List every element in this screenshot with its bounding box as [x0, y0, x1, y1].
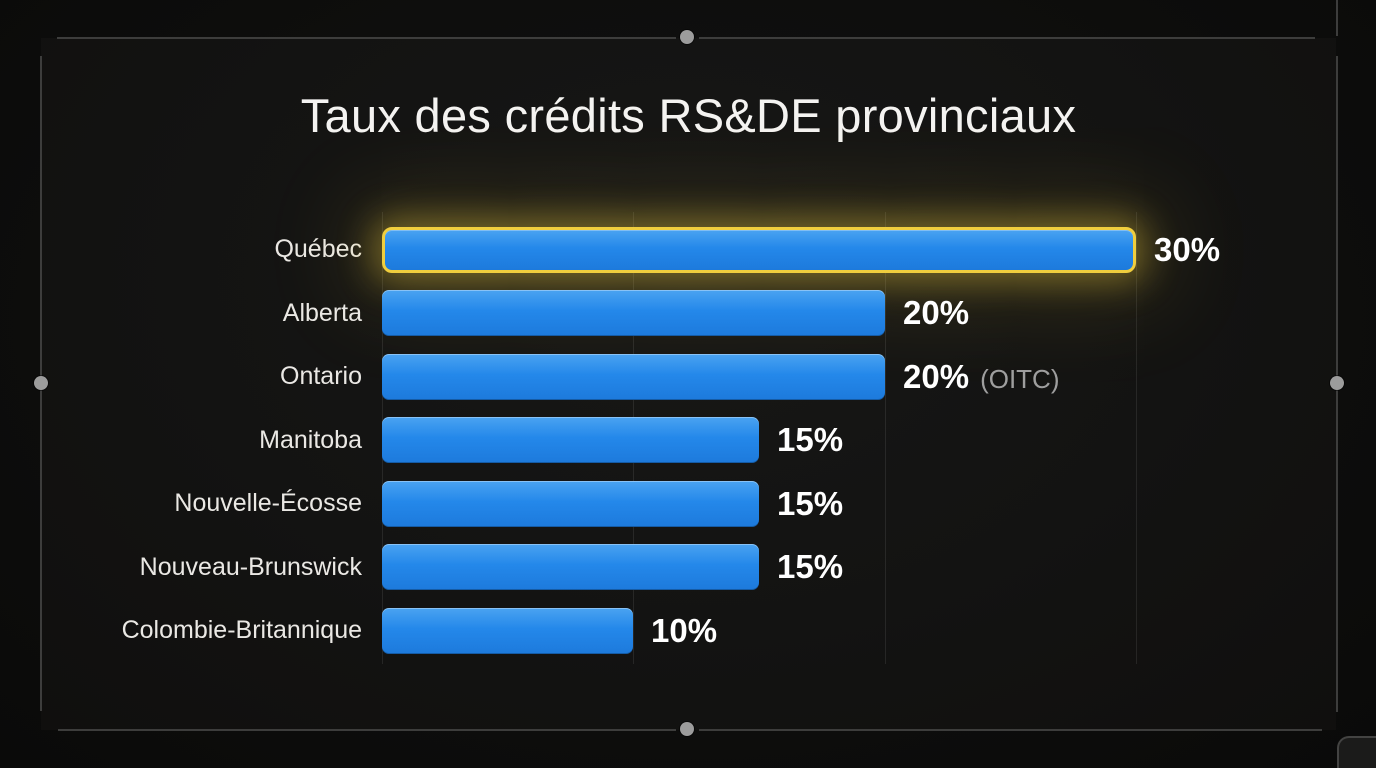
selection-border-top-right	[699, 37, 1315, 39]
bar-row: Ontario 20% (OITC)	[41, 345, 1336, 409]
bar-row: Nouvelle-Écosse 15%	[41, 472, 1336, 536]
selection-handle-left-icon[interactable]	[34, 376, 48, 390]
bar	[382, 607, 633, 654]
bar-value-group: 10%	[651, 612, 717, 650]
bar-value: 15%	[777, 484, 844, 522]
bar-row: Québec 30%	[41, 218, 1336, 282]
selection-handle-bottom-icon[interactable]	[680, 722, 694, 736]
bar	[382, 480, 759, 527]
bar-chart: Québec 30% Alberta 20% Ontario 20% (OITC…	[41, 212, 1336, 664]
gridline	[1135, 212, 1137, 664]
bar-track: 20% (OITC)	[382, 345, 1059, 409]
bar-value: 15%	[777, 548, 844, 586]
bar-track: 30%	[382, 218, 1220, 282]
selection-handle-right-icon[interactable]	[1330, 376, 1344, 390]
bar-value: 10%	[651, 611, 718, 649]
bar-rows: Québec 30% Alberta 20% Ontario 20% (OITC…	[41, 218, 1336, 663]
row-label: Nouvelle-Écosse	[174, 489, 362, 518]
bar-value: 20%	[903, 294, 970, 332]
bar-value-group: 15%	[777, 421, 843, 459]
bar-value: 30%	[1154, 230, 1221, 268]
bar-track: 20%	[382, 282, 969, 346]
gridline	[884, 212, 886, 664]
bar-row: Alberta 20%	[41, 282, 1336, 346]
bar-track: 15%	[382, 409, 843, 473]
bar-row: Colombie-Britannique 10%	[41, 599, 1336, 663]
bar-row: Nouveau-Brunswick 15%	[41, 536, 1336, 600]
bar	[382, 226, 1136, 273]
bottom-right-panel-corner	[1337, 736, 1376, 768]
bar-value-note: (OITC)	[980, 363, 1060, 394]
bar-value-group: 15%	[777, 548, 843, 586]
bar-value-group: 30%	[1154, 231, 1220, 269]
row-label: Nouveau-Brunswick	[139, 552, 362, 581]
bar-track: 10%	[382, 599, 717, 663]
bar	[382, 353, 885, 400]
row-label: Colombie-Britannique	[121, 616, 362, 645]
slide[interactable]: Taux des crédits RS&DE provinciaux Québe…	[41, 38, 1336, 730]
row-label: Ontario	[280, 362, 362, 391]
bar-value-group: 20% (OITC)	[903, 358, 1059, 396]
bar-value: 20%	[903, 357, 970, 395]
bar-track: 15%	[382, 536, 843, 600]
bar-row: Manitoba 15%	[41, 409, 1336, 473]
bar	[382, 544, 759, 591]
bar-value: 15%	[777, 421, 844, 459]
selection-border-bottom-right	[699, 729, 1322, 731]
selection-border-bottom-left	[58, 729, 676, 731]
bar	[382, 417, 759, 464]
row-label: Manitoba	[259, 425, 362, 454]
bar	[382, 290, 885, 337]
selection-border-right-upper	[1336, 0, 1338, 36]
row-label: Québec	[274, 235, 362, 264]
bar-value-group: 20%	[903, 294, 969, 332]
selection-border-top-left	[57, 37, 676, 39]
row-label: Alberta	[282, 298, 362, 327]
selection-handle-top-icon[interactable]	[680, 30, 694, 44]
bar-value-group: 15%	[777, 485, 843, 523]
bar-track: 15%	[382, 472, 843, 536]
chart-title: Taux des crédits RS&DE provinciaux	[300, 89, 1077, 142]
